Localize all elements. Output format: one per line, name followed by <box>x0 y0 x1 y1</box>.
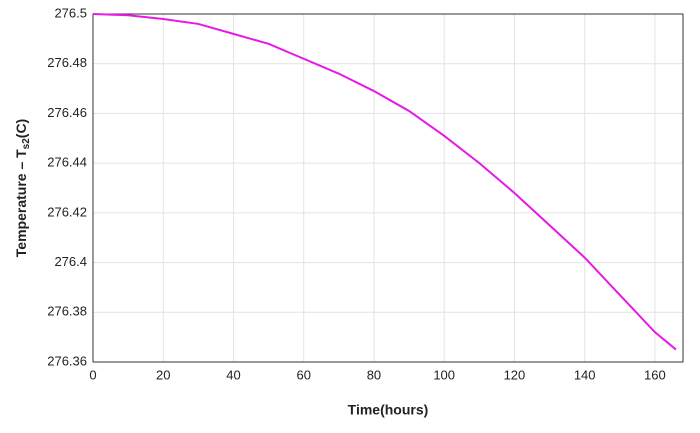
x-tick-label: 0 <box>89 367 96 382</box>
x-axis-label: Time(hours) <box>348 402 429 418</box>
line <box>92 13 677 351</box>
plot-frame <box>92 13 684 363</box>
y-tick-label: 276.44 <box>47 155 87 170</box>
y-tick-label: 276.42 <box>47 204 87 219</box>
x-tick-label: 80 <box>367 367 381 382</box>
y-tick-label: 276.4 <box>54 254 87 269</box>
x-tick-label: 120 <box>504 367 526 382</box>
x-tick-label: 20 <box>156 367 170 382</box>
x-tick-label: 60 <box>296 367 310 382</box>
plot-area <box>93 14 683 362</box>
x-tick-label: 140 <box>574 367 596 382</box>
x-tick-label: 100 <box>433 367 455 382</box>
y-tick-label: 276.48 <box>47 55 87 70</box>
y-tick-label: 276.46 <box>47 105 87 120</box>
y-tick-label: 276.5 <box>54 5 87 20</box>
y-tick-label: 276.38 <box>47 304 87 319</box>
x-tick-label: 40 <box>226 367 240 382</box>
y-tick-label: 276.36 <box>47 353 87 368</box>
y-axis-label: Temperature – Ts2(C) <box>13 119 32 257</box>
x-tick-label: 160 <box>644 367 666 382</box>
